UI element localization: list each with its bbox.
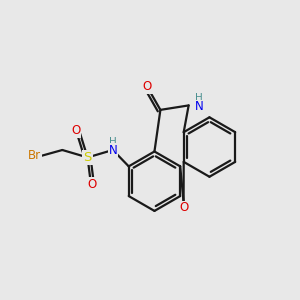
Text: N: N [195, 100, 203, 113]
Text: O: O [71, 124, 80, 137]
Text: H: H [195, 93, 203, 103]
Text: O: O [179, 202, 188, 214]
Text: O: O [142, 80, 152, 93]
Text: O: O [87, 178, 97, 191]
Text: S: S [83, 151, 92, 164]
Text: H: H [109, 137, 117, 147]
Text: N: N [109, 143, 117, 157]
Text: Br: Br [28, 149, 40, 162]
